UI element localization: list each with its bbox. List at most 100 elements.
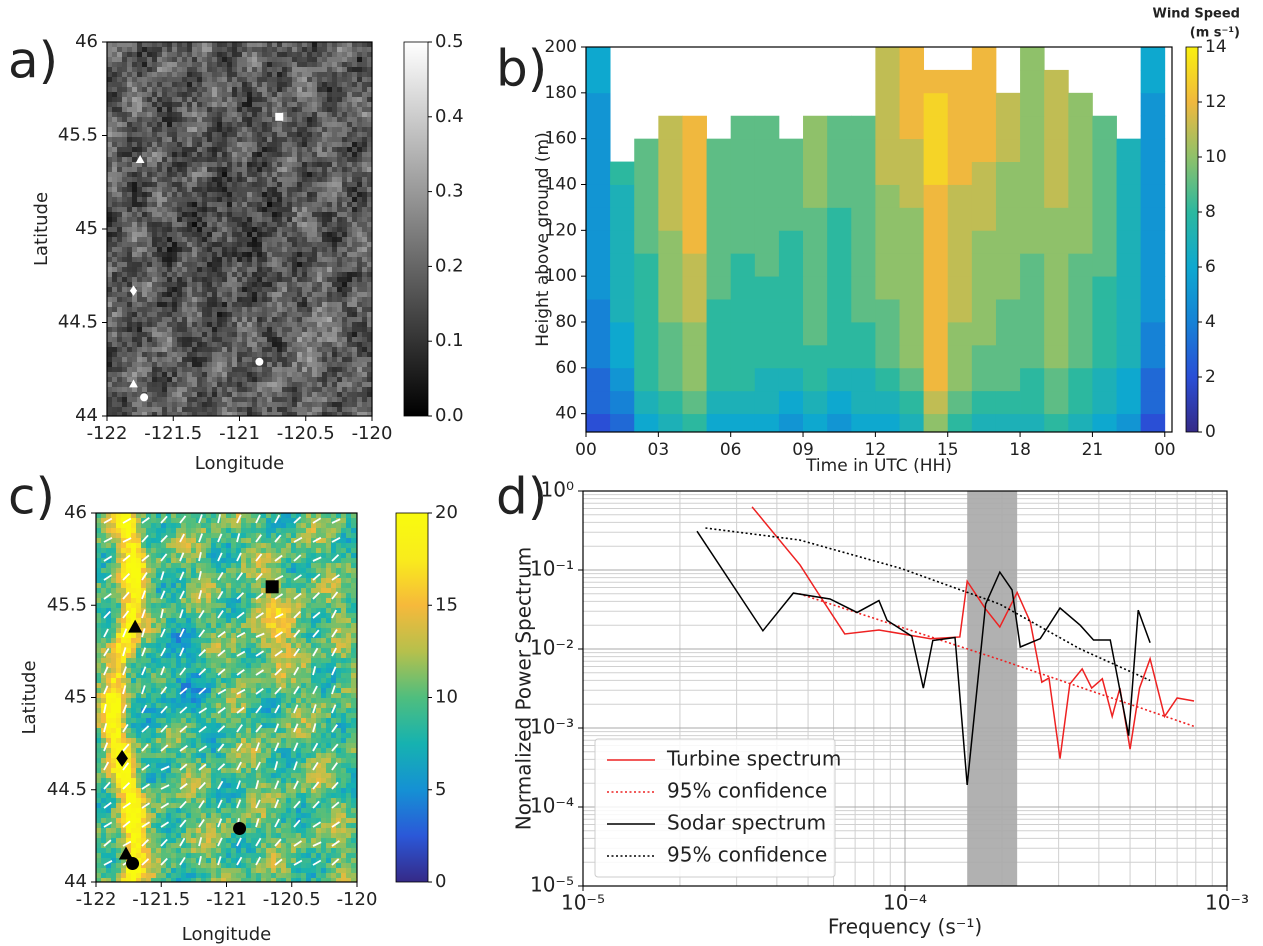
heat-cell xyxy=(707,391,732,414)
heat-cell xyxy=(586,116,611,139)
heat-cell xyxy=(1044,230,1069,253)
heat-cell xyxy=(972,322,997,345)
heat-cell xyxy=(586,391,611,414)
heat-cell xyxy=(1092,139,1117,162)
heat-cell xyxy=(1020,391,1045,414)
heat-cell xyxy=(972,185,997,208)
heat-cell xyxy=(875,139,900,162)
heat-cell xyxy=(827,230,852,253)
heat-cell xyxy=(1044,116,1069,139)
heat-cell xyxy=(1044,299,1069,322)
y-tick-label: 60 xyxy=(555,358,577,378)
heat-cell xyxy=(827,276,852,299)
heat-cell xyxy=(972,93,997,116)
heat-cell xyxy=(779,207,804,230)
heat-cell xyxy=(731,414,756,437)
heat-cell xyxy=(586,230,611,253)
heat-cell xyxy=(1068,162,1093,185)
heat-cell xyxy=(827,345,852,368)
colorbar-tick-label: 0 xyxy=(435,871,446,892)
x-tick-label: -120 xyxy=(352,423,393,444)
heat-cell xyxy=(1044,322,1069,345)
heat-cell xyxy=(779,253,804,276)
heat-cell xyxy=(1141,47,1166,70)
heat-cell xyxy=(658,368,683,391)
heat-cell xyxy=(1117,185,1142,208)
heat-cell xyxy=(899,322,924,345)
heat-cell xyxy=(851,345,876,368)
y-tick-label: 10⁻³ xyxy=(530,715,574,739)
heat-cell xyxy=(875,185,900,208)
heat-cell xyxy=(851,322,876,345)
legend-label: Sodar spectrum xyxy=(667,811,826,835)
heat-cell xyxy=(634,299,659,322)
heat-cell xyxy=(1044,391,1069,414)
legend-label: 95% confidence xyxy=(667,779,827,803)
heat-cell xyxy=(899,414,924,437)
heat-cell xyxy=(1044,368,1069,391)
heat-cell xyxy=(1141,185,1166,208)
y-tick-label: 180 xyxy=(545,83,577,103)
x-tick-label: 10⁻³ xyxy=(1205,891,1249,915)
heat-cell xyxy=(731,299,756,322)
y-tick-label: 10⁻⁵ xyxy=(530,873,574,897)
heat-cell xyxy=(1044,162,1069,185)
heat-cell xyxy=(996,230,1021,253)
heat-cell xyxy=(1068,299,1093,322)
x-tick-label: -121.5 xyxy=(132,889,190,910)
heat-cell xyxy=(827,162,852,185)
heat-cell xyxy=(851,207,876,230)
heat-cell xyxy=(755,345,780,368)
heat-cell xyxy=(1020,368,1045,391)
heat-cell xyxy=(924,139,949,162)
heat-cell xyxy=(779,185,804,208)
y-tick-label: 46 xyxy=(75,31,98,52)
heat-cell xyxy=(707,299,732,322)
heat-cell xyxy=(586,93,611,116)
heat-cell xyxy=(996,207,1021,230)
heat-cell xyxy=(1020,276,1045,299)
series-line xyxy=(705,528,1150,680)
x-tick-label: -121.5 xyxy=(144,423,202,444)
heat-cell xyxy=(875,47,900,70)
heat-cell xyxy=(803,162,828,185)
heat-cell xyxy=(899,230,924,253)
heat-cell xyxy=(586,299,611,322)
heat-cell xyxy=(1020,207,1045,230)
heat-cell xyxy=(948,345,973,368)
heat-cell xyxy=(996,162,1021,185)
heat-cell xyxy=(827,185,852,208)
heat-cell xyxy=(731,162,756,185)
heat-cell xyxy=(755,391,780,414)
heat-cell xyxy=(1117,139,1142,162)
heat-cell xyxy=(851,276,876,299)
heat-cell xyxy=(972,162,997,185)
heat-cell xyxy=(924,345,949,368)
heat-cell xyxy=(731,276,756,299)
heat-cell xyxy=(875,276,900,299)
heat-cell xyxy=(1044,253,1069,276)
heat-cell xyxy=(1141,207,1166,230)
x-tick-label: -121 xyxy=(219,423,260,444)
y-tick-label: 10⁰ xyxy=(541,478,574,502)
y-axis-label: Latitude xyxy=(31,192,52,266)
heat-cell xyxy=(1117,391,1142,414)
heat-cell xyxy=(1092,230,1117,253)
heat-cell xyxy=(682,299,707,322)
heat-cell xyxy=(803,185,828,208)
heat-cell xyxy=(610,414,635,437)
heat-cell xyxy=(634,207,659,230)
heat-cell xyxy=(707,253,732,276)
heat-cell xyxy=(803,139,828,162)
x-tick-label: -120.5 xyxy=(263,889,321,910)
heat-cell xyxy=(731,391,756,414)
heat-cell xyxy=(827,253,852,276)
heat-cell xyxy=(803,116,828,139)
heat-cell xyxy=(827,207,852,230)
heat-cell xyxy=(755,162,780,185)
heat-cell xyxy=(707,345,732,368)
heat-cell xyxy=(803,391,828,414)
heat-cell xyxy=(924,70,949,93)
